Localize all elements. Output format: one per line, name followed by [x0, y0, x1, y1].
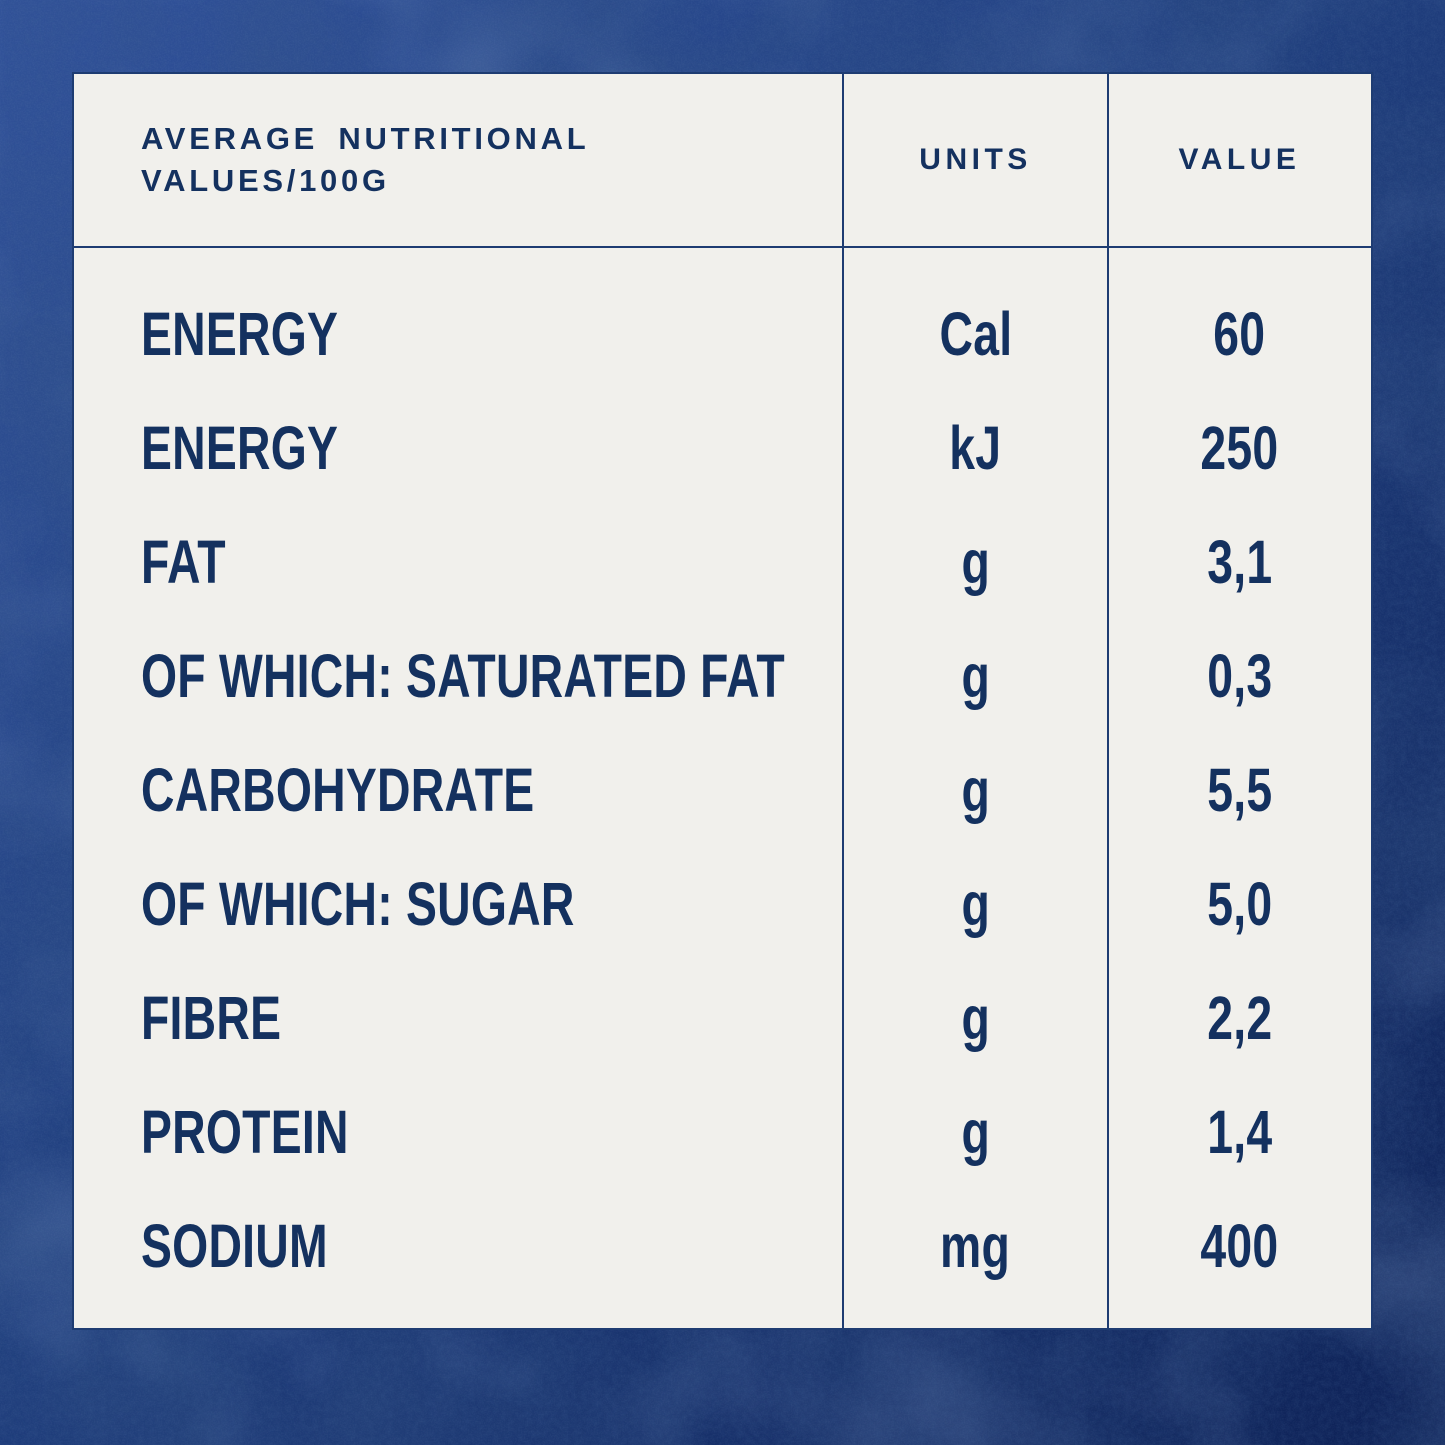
nutrient-label-cell: PROTEIN — [74, 1097, 843, 1166]
nutrient-value: 3,1 — [1206, 527, 1273, 596]
nutrient-label-cell: FIBRE — [74, 983, 843, 1052]
nutrient-label-cell: ENERGY — [74, 299, 843, 368]
nutrient-value-cell: 250 — [1108, 413, 1371, 482]
nutrient-label-cell: OF WHICH: SATURATED FAT — [74, 641, 843, 710]
nutrient-label: FIBRE — [141, 983, 282, 1052]
nutrient-label-cell: SODIUM — [74, 1211, 843, 1280]
nutrient-unit: Cal — [939, 299, 1012, 368]
units-column-header: UNITS — [919, 143, 1032, 176]
nutrient-unit: g — [961, 527, 990, 596]
table-row: FIBRE g 2,2 — [74, 961, 1371, 1075]
table-row: ENERGY Cal 60 — [74, 277, 1371, 391]
nutrient-value-cell: 400 — [1108, 1211, 1371, 1280]
nutrient-unit-cell: mg — [843, 1211, 1108, 1280]
value-column-header: VALUE — [1178, 143, 1301, 176]
nutrient-unit-cell: g — [843, 527, 1108, 596]
table-header-row: AVERAGE NUTRITIONAL VALUES/100G UNITS VA… — [74, 74, 1371, 248]
nutrient-label: OF WHICH: SUGAR — [141, 869, 575, 938]
nutrition-table: AVERAGE NUTRITIONAL VALUES/100G UNITS VA… — [72, 72, 1373, 1330]
table-row: PROTEIN g 1,4 — [74, 1075, 1371, 1189]
nutrient-value: 5,5 — [1206, 755, 1273, 824]
nutrient-unit-cell: Cal — [843, 299, 1108, 368]
nutrient-unit: mg — [940, 1211, 1011, 1280]
nutrient-label: PROTEIN — [141, 1097, 349, 1166]
nutrient-label: ENERGY — [141, 299, 339, 368]
table-header-title-cell: AVERAGE NUTRITIONAL VALUES/100G — [74, 118, 843, 202]
nutrient-value-cell: 5,0 — [1108, 869, 1371, 938]
column-divider-units — [842, 74, 845, 1328]
table-title: AVERAGE NUTRITIONAL VALUES/100G — [141, 120, 589, 198]
nutrient-unit-cell: g — [843, 755, 1108, 824]
nutrient-unit-cell: g — [843, 641, 1108, 710]
nutrient-unit: g — [961, 869, 990, 938]
nutrient-value-cell: 60 — [1108, 299, 1371, 368]
nutrient-label-cell: OF WHICH: SUGAR — [74, 869, 843, 938]
nutrient-value-cell: 1,4 — [1108, 1097, 1371, 1166]
nutrient-value: 5,0 — [1206, 869, 1273, 938]
nutrient-value-cell: 0,3 — [1108, 641, 1371, 710]
nutrient-label: CARBOHYDRATE — [141, 755, 535, 824]
nutrient-value: 400 — [1200, 1211, 1279, 1280]
nutrient-value: 1,4 — [1206, 1097, 1273, 1166]
nutrient-unit: g — [961, 1097, 990, 1166]
nutrient-value-cell: 2,2 — [1108, 983, 1371, 1052]
table-row: FAT g 3,1 — [74, 505, 1371, 619]
nutrient-value-cell: 3,1 — [1108, 527, 1371, 596]
table-row: CARBOHYDRATE g 5,5 — [74, 733, 1371, 847]
nutrient-unit: g — [961, 641, 990, 710]
table-row: OF WHICH: SATURATED FAT g 0,3 — [74, 619, 1371, 733]
nutrient-value: 2,2 — [1206, 983, 1273, 1052]
nutrient-label-cell: FAT — [74, 527, 843, 596]
nutrient-value: 0,3 — [1206, 641, 1273, 710]
nutrient-unit: g — [961, 983, 990, 1052]
nutrient-unit: g — [961, 755, 990, 824]
nutrient-label: FAT — [141, 527, 226, 596]
table-row: SODIUM mg 400 — [74, 1189, 1371, 1303]
column-divider-value — [1106, 74, 1109, 1328]
nutrient-value: 250 — [1200, 413, 1279, 482]
nutrient-label: SODIUM — [141, 1211, 328, 1280]
nutrient-unit-cell: g — [843, 1097, 1108, 1166]
nutrient-label-cell: CARBOHYDRATE — [74, 755, 843, 824]
nutrient-value: 60 — [1213, 299, 1266, 368]
nutrient-unit: kJ — [949, 413, 1002, 482]
table-row: ENERGY kJ 250 — [74, 391, 1371, 505]
nutrient-unit-cell: g — [843, 869, 1108, 938]
nutrient-unit-cell: g — [843, 983, 1108, 1052]
nutrient-label-cell: ENERGY — [74, 413, 843, 482]
table-row: OF WHICH: SUGAR g 5,0 — [74, 847, 1371, 961]
nutrient-label: OF WHICH: SATURATED FAT — [141, 641, 785, 710]
nutrient-unit-cell: kJ — [843, 413, 1108, 482]
table-body: ENERGY Cal 60 ENERGY kJ 250 FAT g 3,1 — [74, 248, 1371, 1328]
nutrient-label: ENERGY — [141, 413, 339, 482]
nutrient-value-cell: 5,5 — [1108, 755, 1371, 824]
